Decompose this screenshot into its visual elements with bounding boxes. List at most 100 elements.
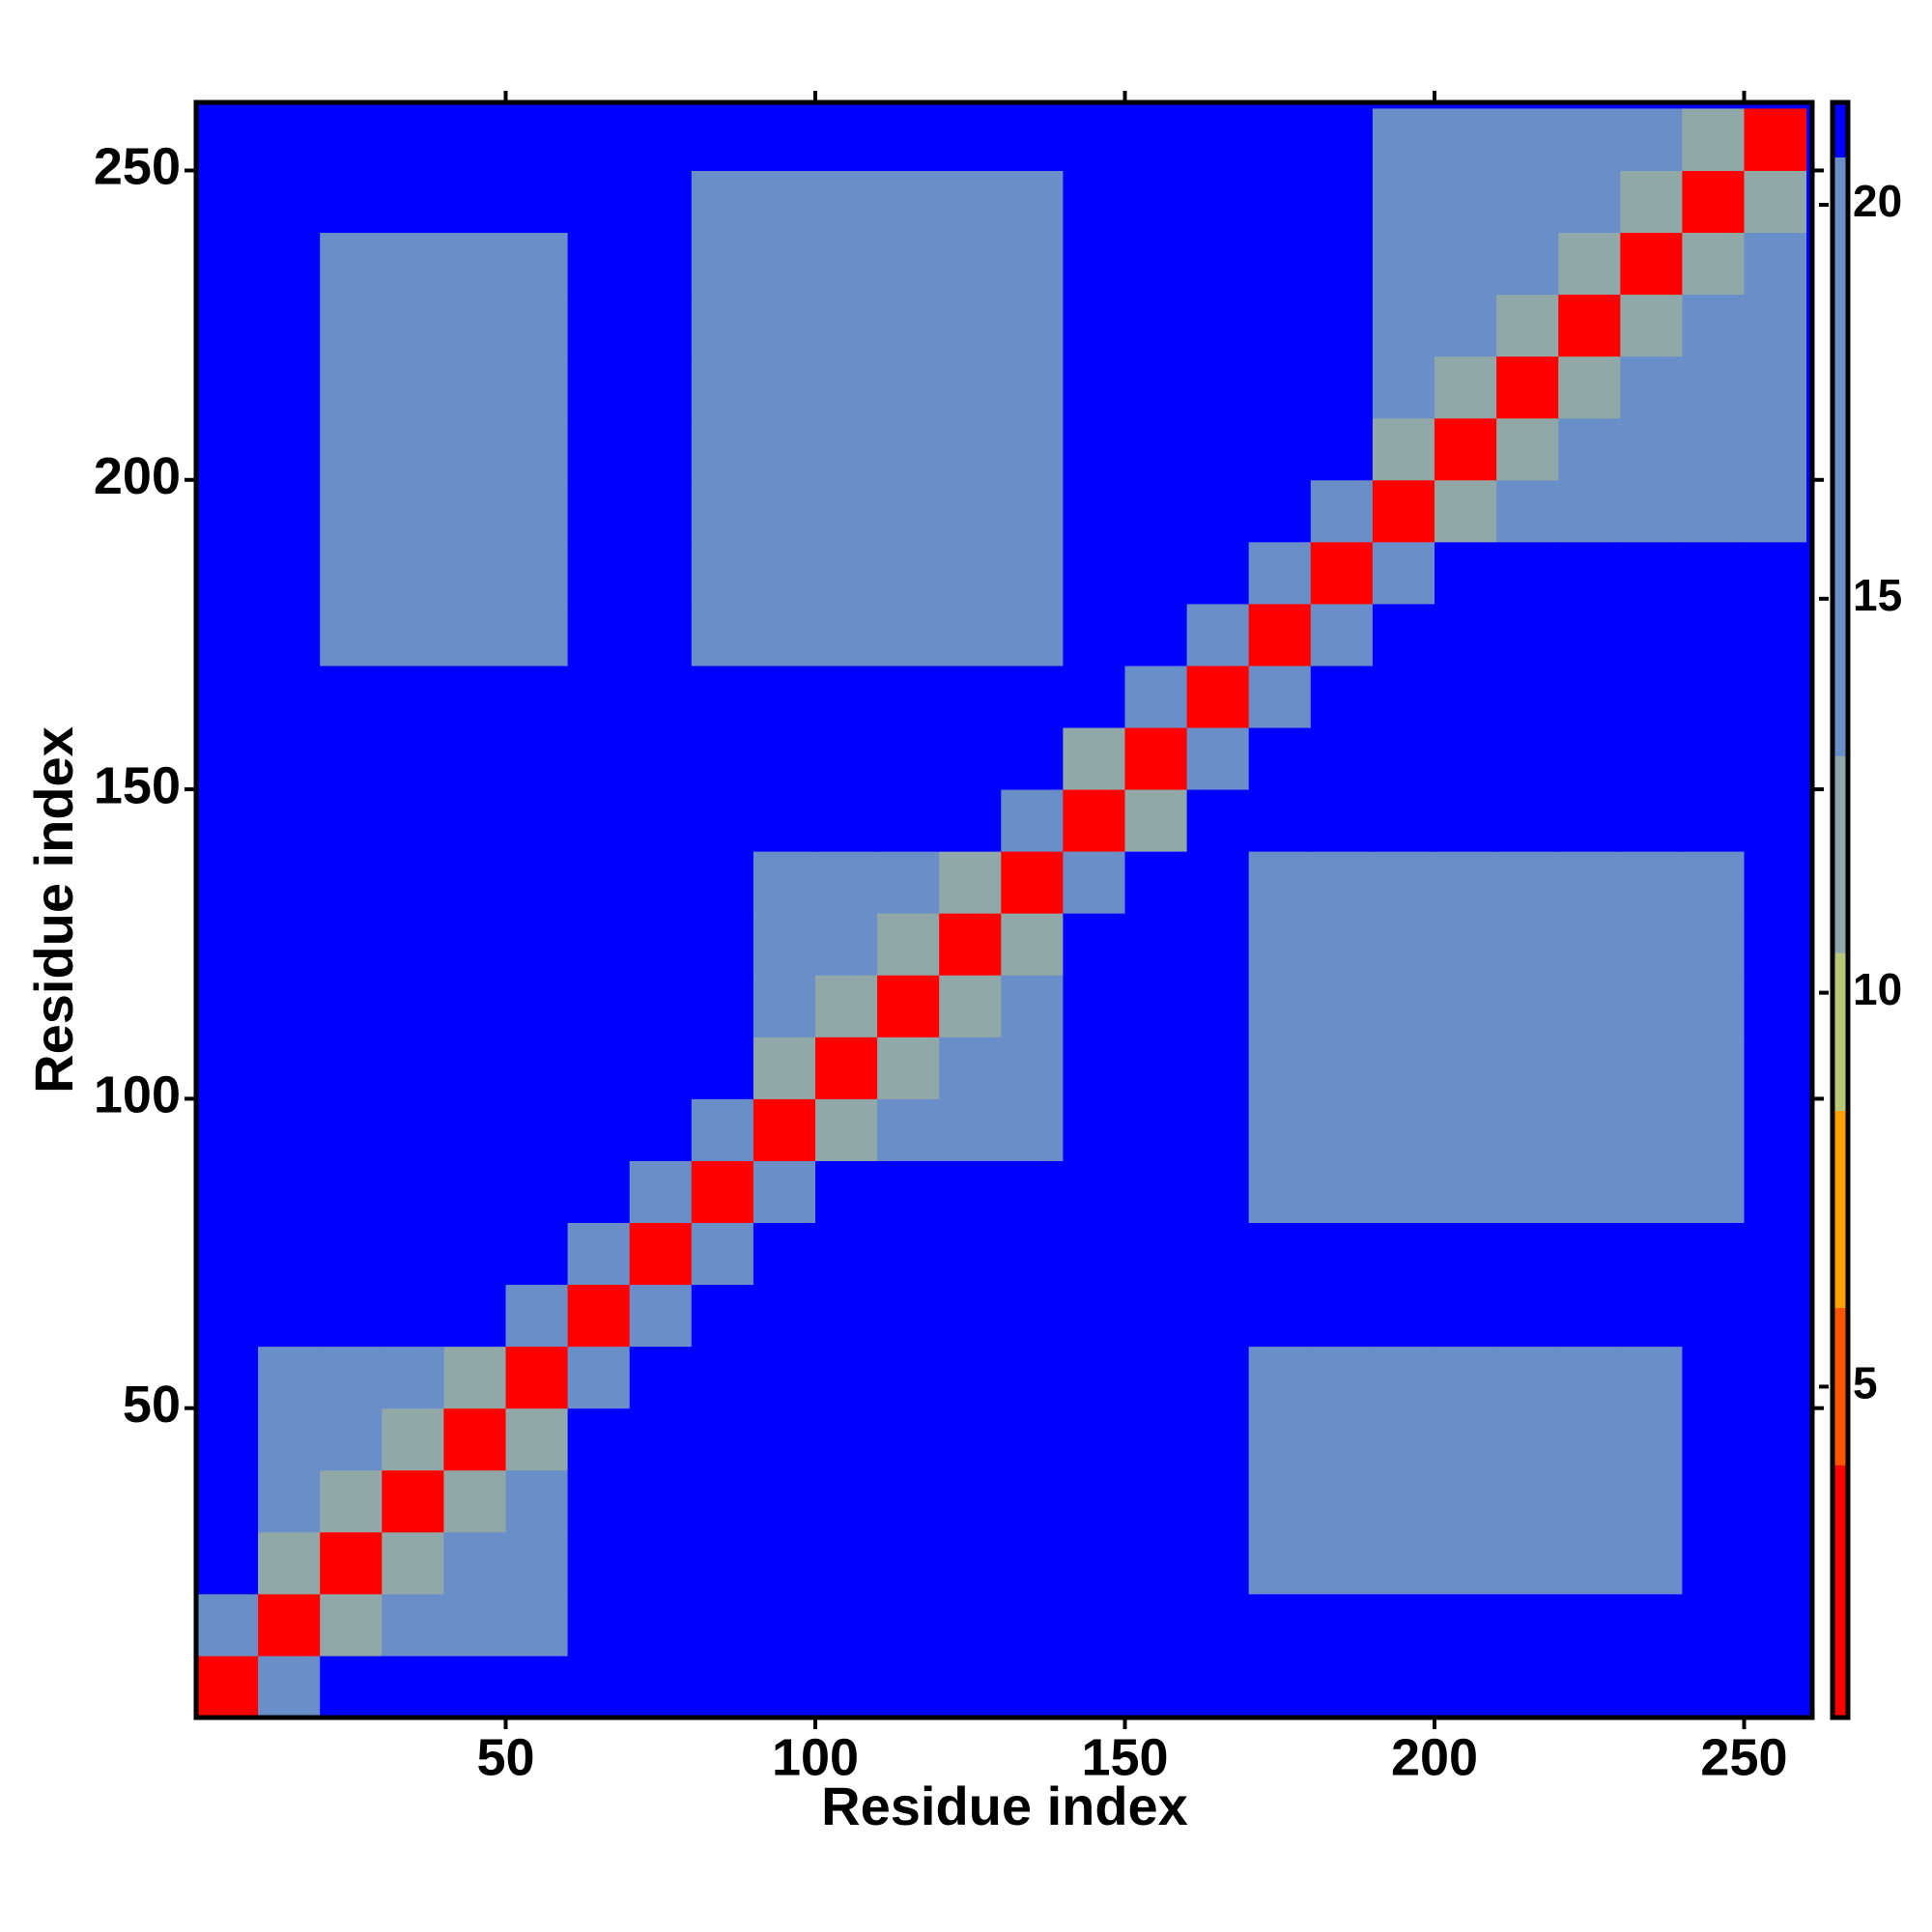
heatmap-cell <box>1744 1593 1807 1657</box>
heatmap-cell <box>1186 1469 1250 1533</box>
heatmap-cell <box>1496 851 1559 914</box>
heatmap-cell <box>1682 665 1745 728</box>
heatmap-cell <box>629 1222 693 1286</box>
heatmap-cell <box>1124 913 1188 976</box>
heatmap-cell <box>1620 108 1683 171</box>
heatmap-cell <box>753 1160 816 1224</box>
heatmap-cell <box>877 1160 940 1224</box>
heatmap-cell <box>691 170 754 234</box>
colorbar-segment <box>1833 952 1848 1111</box>
heatmap-cell <box>814 975 878 1037</box>
heatmap-cell <box>567 355 631 419</box>
heatmap-cell <box>258 851 321 914</box>
heatmap-cell <box>1434 1655 1497 1719</box>
heatmap-cell <box>1124 1098 1188 1161</box>
heatmap-cell <box>382 1593 444 1657</box>
heatmap-cell <box>1496 1531 1559 1595</box>
heatmap-cell <box>939 355 1002 419</box>
heatmap-cell <box>505 727 569 790</box>
heatmap-cell <box>1372 108 1435 171</box>
heatmap-cell <box>691 851 754 914</box>
heatmap-cell <box>1744 1284 1807 1348</box>
heatmap-cell <box>1001 1037 1064 1099</box>
heatmap-cell <box>505 1407 569 1471</box>
heatmap-cell <box>443 603 506 667</box>
heatmap-cell <box>320 1284 383 1348</box>
heatmap-cell <box>691 294 754 357</box>
heatmap-cell <box>196 232 259 296</box>
y-tick-label: 50 <box>123 1376 181 1434</box>
heatmap-cell <box>1372 294 1435 357</box>
heatmap-cell <box>1001 1160 1064 1224</box>
heatmap-cell <box>567 1037 631 1099</box>
heatmap-cell <box>1682 913 1745 976</box>
heatmap-cell <box>1558 665 1621 728</box>
heatmap-cell <box>939 1469 1002 1533</box>
heatmap-cell <box>1186 170 1250 234</box>
heatmap-cell <box>691 727 754 790</box>
heatmap-cell <box>505 232 569 296</box>
heatmap-cell <box>443 170 506 234</box>
heatmap-cell <box>505 1346 569 1409</box>
heatmap-cell <box>1496 789 1559 852</box>
heatmap-cell <box>691 1284 754 1348</box>
heatmap-cell <box>753 851 816 914</box>
heatmap-cell <box>196 913 259 976</box>
heatmap-cell <box>1558 1531 1621 1595</box>
heatmap-cell <box>196 1655 259 1719</box>
heatmap-cell <box>1001 232 1064 296</box>
heatmap-cell <box>1682 1531 1745 1595</box>
heatmap-cell <box>1744 1037 1807 1099</box>
heatmap-cell <box>629 1593 693 1657</box>
heatmap-cell <box>1434 541 1497 605</box>
heatmap-cell <box>753 1346 816 1409</box>
heatmap-cell <box>1558 355 1621 419</box>
heatmap-cell <box>939 851 1002 914</box>
heatmap-cell <box>443 1407 506 1471</box>
heatmap-cell <box>1434 1160 1497 1224</box>
heatmap-cell <box>1124 1469 1188 1533</box>
heatmap-cell <box>629 1531 693 1595</box>
heatmap-cell <box>1186 108 1250 171</box>
heatmap-cell <box>258 170 321 234</box>
heatmap-cell <box>1310 1593 1374 1657</box>
heatmap-cell <box>1310 603 1374 667</box>
heatmap-cell <box>1620 1284 1683 1348</box>
heatmap-cell <box>505 603 569 667</box>
heatmap-cell <box>196 479 259 543</box>
heatmap-cell <box>753 603 816 667</box>
heatmap-cell <box>1063 1346 1125 1409</box>
heatmap-cell <box>1372 1469 1435 1533</box>
heatmap-cell <box>196 1160 259 1224</box>
heatmap-cell <box>1558 975 1621 1037</box>
heatmap-cell <box>629 294 693 357</box>
heatmap-cell <box>320 355 383 419</box>
heatmap-cell <box>382 1407 444 1471</box>
heatmap-cell <box>1186 851 1250 914</box>
heatmap-cell <box>258 1037 321 1099</box>
heatmap-cell <box>1124 417 1188 481</box>
heatmap-cell <box>1434 665 1497 728</box>
heatmap-cell <box>443 913 506 976</box>
heatmap-cell <box>1496 1284 1559 1348</box>
heatmap-cell <box>1434 108 1497 171</box>
heatmap-cell <box>1496 603 1559 667</box>
heatmap-cell <box>1063 1407 1125 1471</box>
heatmap-cell <box>753 913 816 976</box>
heatmap-cell <box>814 294 878 357</box>
heatmap-cell <box>1186 479 1250 543</box>
heatmap-cell <box>753 170 816 234</box>
heatmap-cell <box>1558 1655 1621 1719</box>
heatmap-cell <box>382 1160 444 1224</box>
heatmap-cell <box>1001 479 1064 543</box>
heatmap-cell <box>1310 851 1374 914</box>
heatmap-cell <box>258 789 321 852</box>
heatmap-cell <box>1372 170 1435 234</box>
heatmap-cell <box>1682 170 1745 234</box>
heatmap-cell <box>1124 1407 1188 1471</box>
heatmap-cell <box>814 665 878 728</box>
heatmap-cell <box>320 1098 383 1161</box>
heatmap-cell <box>1186 603 1250 667</box>
heatmap-cell <box>1682 1284 1745 1348</box>
heatmap-cell <box>877 1284 940 1348</box>
